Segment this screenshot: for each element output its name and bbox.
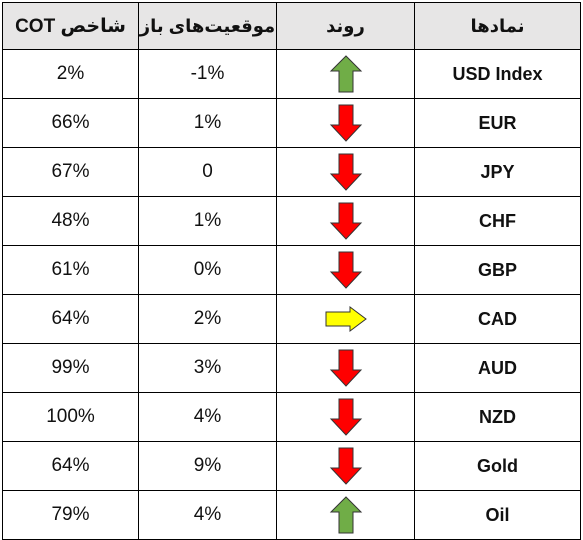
yellow-right-arrow-icon bbox=[325, 306, 367, 332]
symbol-cell: CHF bbox=[414, 196, 581, 246]
open-positions-cell: 4% bbox=[138, 392, 277, 442]
trend-cell bbox=[276, 245, 415, 295]
header-trend: روند bbox=[276, 2, 415, 50]
trend-cell bbox=[276, 98, 415, 148]
open-positions-cell: 1% bbox=[138, 98, 277, 148]
symbol-cell: AUD bbox=[414, 343, 581, 393]
symbol-cell: EUR bbox=[414, 98, 581, 148]
open-positions-cell: 4% bbox=[138, 490, 277, 540]
red-down-arrow-icon bbox=[329, 447, 362, 485]
green-up-arrow-icon bbox=[329, 496, 362, 534]
open-positions-cell: 9% bbox=[138, 441, 277, 491]
cot-index-cell: 64% bbox=[2, 294, 139, 344]
open-positions-cell: 0 bbox=[138, 147, 277, 197]
cot-index-cell: 100% bbox=[2, 392, 139, 442]
red-down-arrow-icon bbox=[329, 153, 362, 191]
symbol-cell: USD Index bbox=[414, 49, 581, 99]
symbol-cell: GBP bbox=[414, 245, 581, 295]
header-symbols: نمادها bbox=[414, 2, 581, 50]
cot-index-cell: 66% bbox=[2, 98, 139, 148]
table-row: 79% 4% Oil bbox=[2, 490, 581, 540]
red-down-arrow-icon bbox=[329, 251, 362, 289]
red-down-arrow-icon bbox=[329, 104, 362, 142]
table-row: 64% 9% Gold bbox=[2, 441, 581, 491]
trend-cell bbox=[276, 147, 415, 197]
trend-cell bbox=[276, 196, 415, 246]
open-positions-cell: 1% bbox=[138, 196, 277, 246]
table-row: 66% 1% EUR bbox=[2, 98, 581, 148]
red-down-arrow-icon bbox=[329, 398, 362, 436]
header-cot-index: شاخص COT bbox=[2, 2, 139, 50]
trend-cell bbox=[276, 392, 415, 442]
cot-index-cell: 79% bbox=[2, 490, 139, 540]
table-row: 100% 4% NZD bbox=[2, 392, 581, 442]
trend-cell bbox=[276, 343, 415, 393]
open-positions-cell: -1% bbox=[138, 49, 277, 99]
table-row: 67% 0 JPY bbox=[2, 147, 581, 197]
symbol-cell: JPY bbox=[414, 147, 581, 197]
red-down-arrow-icon bbox=[329, 349, 362, 387]
table-row: 99% 3% AUD bbox=[2, 343, 581, 393]
symbol-cell: Gold bbox=[414, 441, 581, 491]
table-row: 64% 2% CAD bbox=[2, 294, 581, 344]
cot-index-cell: 48% bbox=[2, 196, 139, 246]
table-body: 2% -1% USD Index 66% 1% EUR 67% 0 JPY 48% 1% CHF 61%… bbox=[2, 49, 581, 540]
trend-cell bbox=[276, 294, 415, 344]
header-row: شاخص COT موقعیت‌های باز روند نمادها bbox=[2, 2, 581, 50]
cot-index-cell: 61% bbox=[2, 245, 139, 295]
open-positions-cell: 3% bbox=[138, 343, 277, 393]
symbol-cell: Oil bbox=[414, 490, 581, 540]
symbol-cell: CAD bbox=[414, 294, 581, 344]
open-positions-cell: 2% bbox=[138, 294, 277, 344]
open-positions-cell: 0% bbox=[138, 245, 277, 295]
symbol-cell: NZD bbox=[414, 392, 581, 442]
table-row: 48% 1% CHF bbox=[2, 196, 581, 246]
header-open-positions: موقعیت‌های باز bbox=[138, 2, 277, 50]
table-row: 2% -1% USD Index bbox=[2, 49, 581, 99]
cot-index-cell: 99% bbox=[2, 343, 139, 393]
red-down-arrow-icon bbox=[329, 202, 362, 240]
table-row: 61% 0% GBP bbox=[2, 245, 581, 295]
trend-cell bbox=[276, 49, 415, 99]
cot-index-cell: 64% bbox=[2, 441, 139, 491]
cot-index-cell: 67% bbox=[2, 147, 139, 197]
trend-cell bbox=[276, 490, 415, 540]
trend-cell bbox=[276, 441, 415, 491]
cot-index-cell: 2% bbox=[2, 49, 139, 99]
green-up-arrow-icon bbox=[329, 55, 362, 93]
